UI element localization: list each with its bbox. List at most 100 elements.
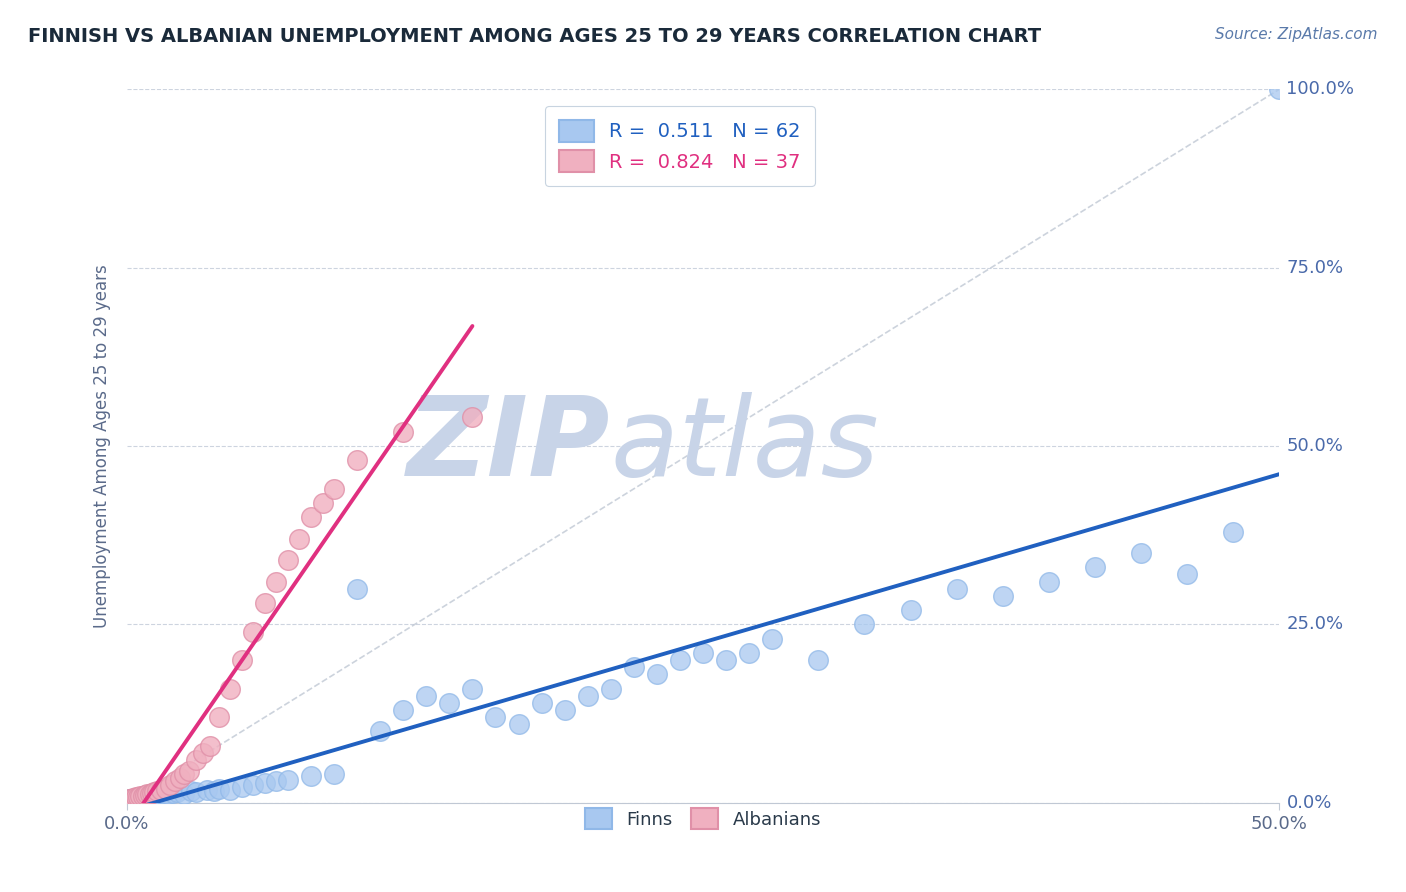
Point — [439, 696, 461, 710]
Point — [1175, 567, 1198, 582]
Point — [299, 510, 322, 524]
Point — [138, 787, 160, 801]
Point — [231, 780, 253, 794]
Point — [692, 646, 714, 660]
Point — [738, 646, 761, 660]
Point — [148, 789, 170, 803]
Legend: Finns, Albanians: Finns, Albanians — [571, 794, 835, 844]
Point — [461, 410, 484, 425]
Point — [645, 667, 668, 681]
Point — [219, 783, 242, 797]
Point — [134, 788, 156, 802]
Point — [136, 787, 159, 801]
Point — [242, 778, 264, 792]
Point — [900, 603, 922, 617]
Point — [208, 781, 231, 796]
Point — [599, 681, 621, 696]
Point — [761, 632, 783, 646]
Point — [191, 746, 214, 760]
Point — [143, 785, 166, 799]
Y-axis label: Unemployment Among Ages 25 to 29 years: Unemployment Among Ages 25 to 29 years — [93, 264, 111, 628]
Point — [195, 783, 218, 797]
Point — [554, 703, 576, 717]
Point — [669, 653, 692, 667]
Point — [120, 791, 142, 805]
Point — [415, 689, 437, 703]
Point — [131, 790, 153, 805]
Text: 0.0%: 0.0% — [1286, 794, 1331, 812]
Point — [118, 792, 141, 806]
Point — [169, 771, 191, 785]
Point — [145, 787, 167, 801]
Point — [177, 764, 200, 778]
Point — [180, 784, 202, 798]
Point — [129, 789, 152, 804]
Point — [253, 776, 276, 790]
Point — [253, 596, 276, 610]
Text: 75.0%: 75.0% — [1286, 259, 1344, 277]
Text: ZIP: ZIP — [408, 392, 610, 500]
Point — [122, 790, 145, 805]
Point — [277, 553, 299, 567]
Point — [266, 574, 288, 589]
Text: Source: ZipAtlas.com: Source: ZipAtlas.com — [1215, 27, 1378, 42]
Point — [484, 710, 506, 724]
Point — [299, 769, 322, 783]
Point — [141, 786, 163, 800]
Point — [311, 496, 333, 510]
Point — [508, 717, 530, 731]
Point — [368, 724, 391, 739]
Point — [162, 786, 184, 800]
Point — [138, 789, 160, 803]
Point — [118, 792, 141, 806]
Point — [208, 710, 231, 724]
Point — [219, 681, 242, 696]
Point — [173, 767, 195, 781]
Point — [714, 653, 737, 667]
Point — [1268, 82, 1291, 96]
Point — [530, 696, 553, 710]
Point — [143, 788, 166, 802]
Point — [127, 791, 149, 805]
Point — [166, 785, 188, 799]
Text: 100.0%: 100.0% — [1286, 80, 1354, 98]
Point — [576, 689, 599, 703]
Point — [184, 785, 207, 799]
Point — [807, 653, 830, 667]
Point — [1038, 574, 1060, 589]
Point — [155, 781, 177, 796]
Point — [134, 789, 156, 804]
Point — [159, 778, 181, 792]
Point — [277, 772, 299, 787]
Text: 25.0%: 25.0% — [1286, 615, 1344, 633]
Text: 50.0%: 50.0% — [1286, 437, 1343, 455]
Point — [152, 787, 174, 801]
Point — [392, 703, 415, 717]
Point — [461, 681, 484, 696]
Point — [1084, 560, 1107, 574]
Point — [266, 774, 288, 789]
Point — [125, 790, 148, 805]
Point — [184, 753, 207, 767]
Point — [173, 787, 195, 801]
Point — [120, 791, 142, 805]
Text: FINNISH VS ALBANIAN UNEMPLOYMENT AMONG AGES 25 TO 29 YEARS CORRELATION CHART: FINNISH VS ALBANIAN UNEMPLOYMENT AMONG A… — [28, 27, 1042, 45]
Point — [131, 789, 153, 803]
Point — [288, 532, 311, 546]
Point — [157, 787, 180, 801]
Point — [231, 653, 253, 667]
Point — [125, 790, 148, 805]
Point — [392, 425, 415, 439]
Point — [202, 784, 225, 798]
Point — [145, 784, 167, 798]
Text: atlas: atlas — [610, 392, 879, 500]
Point — [323, 767, 346, 781]
Point — [198, 739, 221, 753]
Point — [1222, 524, 1244, 539]
Point — [346, 582, 368, 596]
Point — [242, 624, 264, 639]
Point — [127, 790, 149, 805]
Point — [136, 790, 159, 805]
Point — [163, 774, 186, 789]
Point — [623, 660, 645, 674]
